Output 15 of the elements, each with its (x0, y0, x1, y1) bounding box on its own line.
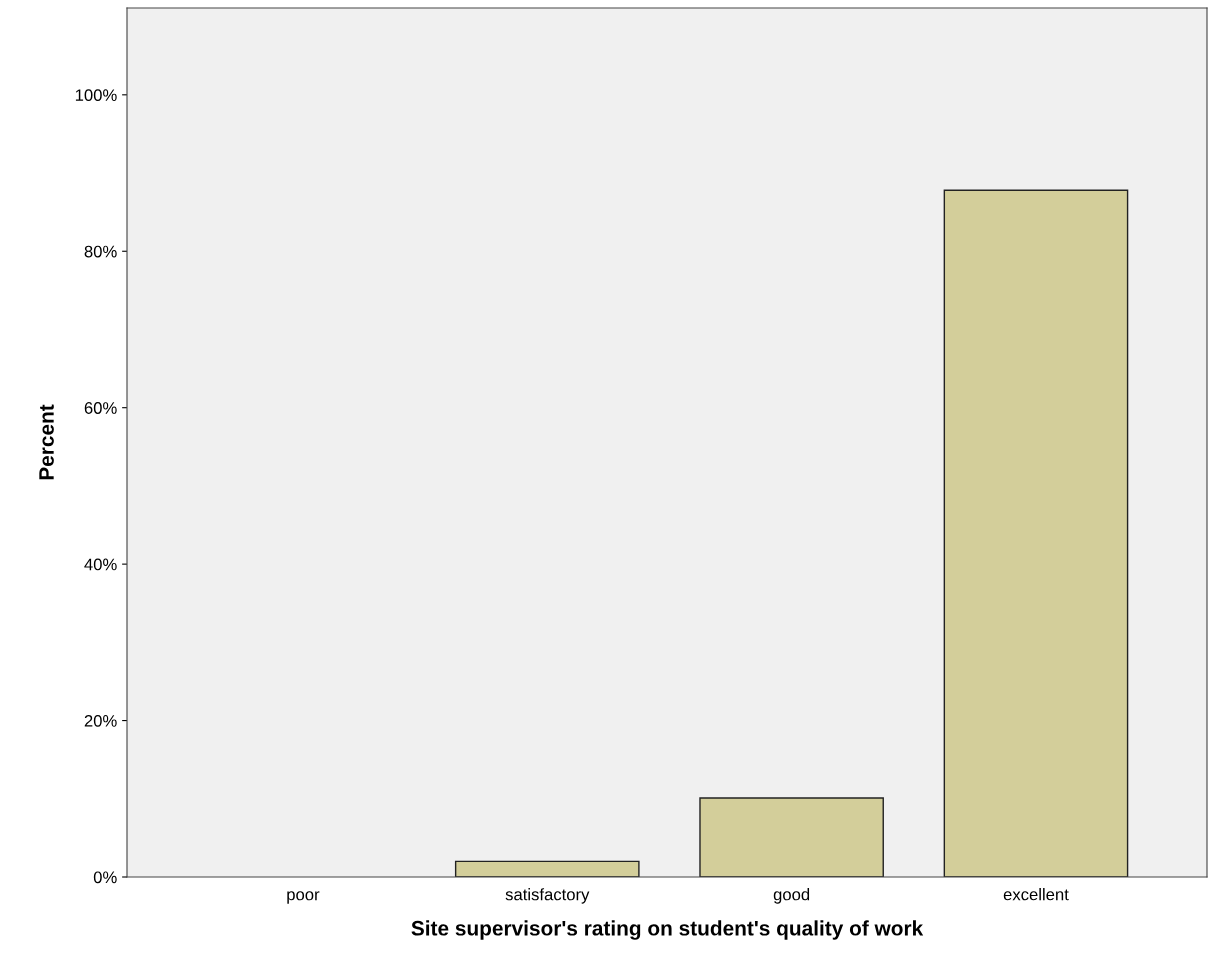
y-tick-label: 60% (84, 402, 117, 414)
x-tick-label: good (773, 888, 810, 904)
x-axis-title: Site supervisor's rating on student's quality of work (411, 920, 924, 940)
bar (943, 189, 1129, 877)
bar (699, 797, 884, 877)
y-axis-title: Percent (39, 404, 54, 480)
y-tick-label: 20% (84, 714, 117, 727)
y-tick-label: 80% (84, 245, 117, 258)
bar (454, 860, 640, 877)
y-tick-label: 40% (84, 558, 117, 571)
x-tick-label: satisfactory (505, 888, 590, 904)
x-tick-label: poor (287, 891, 320, 904)
x-tick-label: excellent (1003, 888, 1069, 901)
y-tick-label: 0% (93, 871, 117, 884)
y-tick-label: 100% (75, 89, 117, 102)
